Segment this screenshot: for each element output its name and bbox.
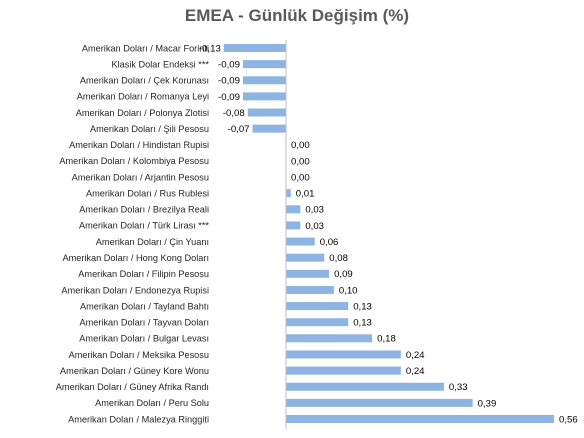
value-label: 0,06 <box>320 237 339 248</box>
bar <box>286 414 554 423</box>
value-label: 0,00 <box>291 156 310 167</box>
category-label: Amerikan Doları / Malezya Ringgiti <box>68 414 209 424</box>
bar <box>286 237 315 246</box>
category-label: Amerikan Doları / Macar Forinti <box>82 43 209 53</box>
value-label: 0,24 <box>406 350 425 361</box>
category-label: Amerikan Doları / Tayland Bahtı <box>80 301 209 311</box>
bar <box>286 318 349 327</box>
bar <box>286 285 334 294</box>
bar <box>286 334 373 343</box>
value-label: 0,01 <box>296 189 315 200</box>
value-label: -0,13 <box>199 43 221 54</box>
bar <box>286 350 401 359</box>
value-label: 0,08 <box>329 253 348 264</box>
value-label: 0,56 <box>559 414 578 425</box>
value-label: 0,24 <box>406 366 425 377</box>
bar <box>286 221 301 230</box>
bar <box>242 92 286 101</box>
category-label: Amerikan Doları / Güney Afrika Randı <box>56 382 209 392</box>
value-label: -0,09 <box>218 60 240 71</box>
category-label: Amerikan Doları / Peru Solu <box>95 398 209 408</box>
value-label: -0,09 <box>218 92 240 103</box>
value-label: 0,09 <box>334 269 353 280</box>
bar <box>286 189 291 198</box>
bar <box>286 269 330 278</box>
category-label: Amerikan Doları / Arjantin Pesosu <box>72 172 209 182</box>
category-label: Amerikan Doları / Polonya Zlotisi <box>76 108 209 118</box>
category-label: Amerikan Doları / Bulgar Levası <box>79 334 209 344</box>
bar <box>247 108 286 117</box>
value-label: 0,00 <box>291 172 310 183</box>
value-label: -0,07 <box>228 124 250 135</box>
bar <box>286 366 401 375</box>
bar <box>252 124 286 133</box>
value-label: 0,10 <box>339 285 358 296</box>
category-label: Amerikan Doları / Çin Yuanı <box>96 237 209 247</box>
category-label: Amerikan Doları / Meksika Pesosu <box>69 350 209 360</box>
value-label: 0,00 <box>291 140 310 151</box>
value-label: -0,08 <box>223 108 245 119</box>
category-label: Amerikan Doları / Çek Korunası <box>80 76 209 86</box>
category-label: Amerikan Doları / Hindistan Rupisi <box>69 140 209 150</box>
category-label: Amerikan Doları / Filipin Pesosu <box>78 269 209 279</box>
category-label: Amerikan Doları / Romanya Leyi <box>77 92 209 102</box>
bar <box>242 60 286 69</box>
category-label: Amerikan Doları / Tayvan Doları <box>79 318 209 328</box>
bar <box>286 253 325 262</box>
value-label: 0,03 <box>305 205 324 216</box>
bar <box>242 76 286 85</box>
chart-title: EMEA - Günlük Değişim (%) <box>184 6 410 25</box>
category-label: Amerikan Doları / Endonezya Rupisi <box>61 285 209 295</box>
value-label: 0,03 <box>305 221 324 232</box>
category-label: Amerikan Doları / Kolombiya Pesosu <box>59 156 209 166</box>
value-label: 0,18 <box>377 334 396 345</box>
bar <box>223 44 286 52</box>
category-label: Amerikan Doları / Rus Rublesi <box>86 188 209 198</box>
category-label: Amerikan Doları / Brezilya Reali <box>79 205 209 215</box>
bar <box>286 382 444 391</box>
category-label: Amerikan Doları / Hong Kong Doları <box>62 253 209 263</box>
bar <box>286 205 301 214</box>
bar <box>286 398 473 407</box>
value-label: 0,13 <box>353 301 372 312</box>
category-label: Amerikan Doları / Şili Pesosu <box>90 124 209 134</box>
category-label: Amerikan Doları / Türk Lirası *** <box>79 221 209 231</box>
value-label: -0,09 <box>218 76 240 87</box>
value-label: 0,33 <box>449 382 468 393</box>
bar <box>286 302 349 311</box>
value-label: 0,39 <box>478 398 497 409</box>
value-label: 0,13 <box>353 318 372 329</box>
category-label: Klasik Dolar Endeksi *** <box>111 59 209 69</box>
category-label: Amerikan Doları / Güney Kore Wonu <box>60 366 209 376</box>
